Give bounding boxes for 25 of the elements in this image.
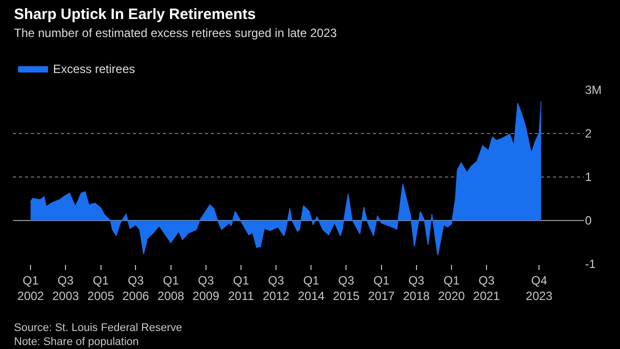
legend-label: Excess retirees — [53, 62, 136, 76]
y-tick-label: 0 — [585, 214, 592, 228]
x-tick-label: Q1 2005 — [87, 273, 114, 303]
text: Note: Share of population — [14, 336, 139, 348]
x-tick-label: Q3 2003 — [52, 273, 80, 303]
source-note: Source: St. Louis Federal Reserve — [14, 322, 182, 334]
x-tick-label: Q1 2020 — [438, 273, 466, 303]
x-tick-label: Q4 2023 — [526, 273, 553, 303]
x-tick-label: Q3 2006 — [122, 273, 150, 303]
x-tick-label: Q1 2014 — [298, 273, 325, 303]
x-tick-label: Q3 2009 — [192, 273, 220, 303]
x-tick-label: Q3 2015 — [332, 273, 360, 303]
chart-title: Sharp Uptick In Early Retirements — [14, 6, 256, 23]
x-tick-label: Q1 2011 — [228, 273, 254, 303]
y-tick-label: 1 — [585, 170, 592, 184]
x-tick-label: Q3 2012 — [262, 273, 290, 303]
y-tick-label: -1 — [585, 257, 596, 272]
y-tick-label: 2 — [585, 126, 592, 141]
x-tick-label: Q1 2017 — [368, 273, 396, 303]
x-tick-label: Q1 2008 — [158, 273, 185, 303]
x-tick-label: Q1 2002 — [17, 273, 44, 303]
x-tick-label: Q3 2018 — [402, 273, 430, 303]
x-tick-label: Q3 2021 — [473, 273, 500, 303]
chart-subtitle: The number of estimated excess retirees surged in late 2023 — [14, 26, 338, 40]
y-tick-label: 3M — [585, 83, 602, 98]
